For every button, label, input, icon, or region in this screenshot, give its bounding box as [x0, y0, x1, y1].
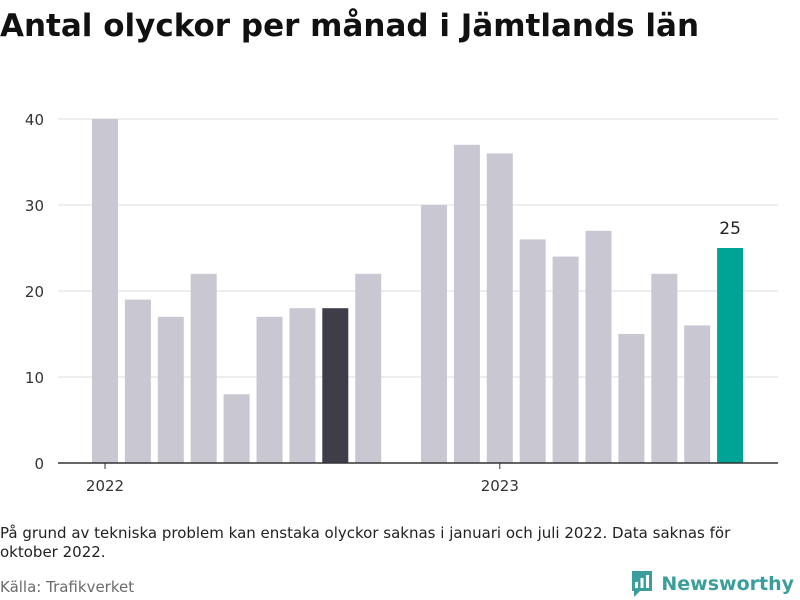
x-axis [58, 462, 778, 469]
bar [717, 248, 744, 463]
bar [223, 394, 250, 463]
newsworthy-logo: Newsworthy [630, 569, 794, 599]
bar [92, 119, 118, 463]
source-text: Källa: Trafikverket [0, 578, 135, 596]
bar [421, 205, 447, 463]
bar [124, 299, 151, 463]
newsworthy-logo-icon [632, 571, 653, 597]
bar-chart: 0 10 20 30 40 2022 2023 25 [25, 111, 778, 495]
y-tick-label: 20 [25, 283, 44, 301]
bar [289, 308, 316, 463]
chart-title: Antal olyckor per månad i Jämtlands län [0, 8, 700, 44]
bar [256, 316, 283, 463]
y-tick-label: 40 [25, 111, 44, 129]
bar [585, 230, 612, 463]
newsworthy-logo-text: Newsworthy [661, 573, 794, 595]
bar [519, 239, 546, 463]
bar [190, 273, 217, 463]
bar [453, 144, 480, 464]
x-tick-label: 2022 [86, 477, 124, 495]
bar [157, 316, 184, 463]
y-tick-label: 0 [34, 455, 44, 473]
bar [684, 325, 711, 463]
y-tick-label: 10 [25, 369, 44, 387]
bar [322, 308, 349, 463]
x-tick-label: 2023 [481, 477, 519, 495]
bar [486, 153, 513, 463]
y-tick-label: 30 [25, 197, 44, 215]
footnote: På grund av tekniska problem kan enstaka… [0, 524, 731, 561]
bar [618, 334, 645, 463]
data-label: 25 [719, 219, 741, 239]
bar [355, 273, 382, 463]
labels: 0 10 20 30 40 2022 2023 25 [25, 111, 741, 495]
bar [552, 256, 579, 463]
bar [651, 273, 678, 463]
bars [92, 119, 744, 464]
